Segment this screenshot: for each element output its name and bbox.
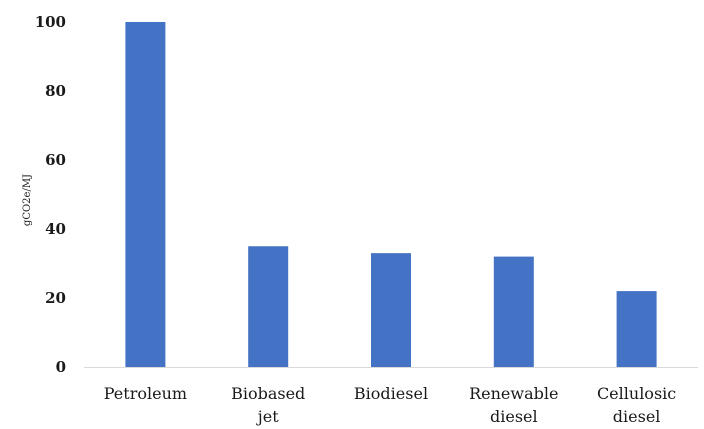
y-axis-label: gCO2e/MJ (22, 174, 33, 226)
bar (616, 291, 657, 367)
y-tick-label: 40 (45, 220, 66, 238)
bar (493, 256, 534, 367)
y-tick-label: 60 (45, 151, 66, 169)
y-tick-label: 80 (45, 82, 66, 100)
y-axis: 0 20 40 60 80 100 (35, 13, 66, 376)
x-axis: Petroleum Biobased jet Biodiesel Renewable di… (104, 384, 677, 426)
x-tick-label-line: Biobased (231, 384, 305, 403)
x-tick-label: Biobased jet (231, 384, 305, 426)
bar (371, 253, 411, 367)
x-tick-label: Cellulosic diesel (597, 384, 676, 426)
x-tick-label-line: Petroleum (104, 384, 187, 403)
y-tick-label: 100 (35, 13, 66, 31)
y-tick-label: 20 (45, 289, 66, 307)
x-tick-label-line: Renewable (469, 384, 558, 403)
x-tick-label-line: diesel (613, 407, 661, 426)
x-tick-label-line: jet (256, 407, 279, 426)
bar (248, 246, 289, 367)
y-tick-label: 0 (56, 358, 66, 376)
x-tick-label-line: Biodiesel (354, 384, 428, 403)
x-tick-label: Biodiesel (354, 384, 428, 403)
bar (125, 22, 166, 367)
x-tick-label: Renewable diesel (469, 384, 558, 426)
x-tick-label-line: Cellulosic (597, 384, 676, 403)
bars (125, 22, 657, 367)
x-tick-label: Petroleum (104, 384, 187, 403)
x-tick-label-line: diesel (490, 407, 538, 426)
